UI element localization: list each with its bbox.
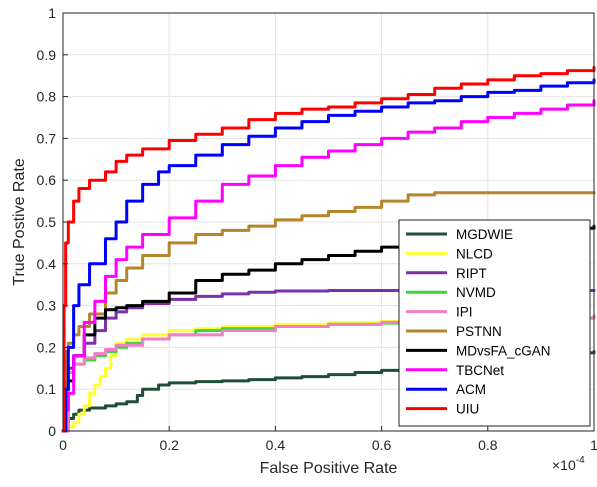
x-exponent-power: -4	[576, 455, 585, 466]
legend-label-nlcd: NLCD	[456, 246, 493, 261]
legend-label-uiu: UIU	[456, 402, 479, 417]
series-line-acm	[61, 78, 596, 433]
series-line-uiu	[61, 65, 596, 433]
legend-label-tbcnet: TBCNet	[456, 363, 504, 378]
x-tick-label: 0.6	[372, 437, 392, 453]
y-tick-label: 0.7	[37, 130, 57, 146]
y-tick-label: 0.6	[37, 172, 57, 188]
x-tick-label: 0.4	[266, 437, 286, 453]
legend: MGDWIE NLCD RIPT NVMD IPI PSTNN MDvsFA_cGAN TBC…	[398, 219, 591, 427]
series-layer	[61, 65, 596, 433]
legend-label-ipi: IPI	[456, 305, 473, 320]
series-line-tbcnet	[61, 99, 596, 433]
y-tick-label: 0.1	[37, 381, 57, 397]
y-tick-label: 1	[48, 5, 56, 21]
y-tick-label: 0.9	[37, 47, 57, 63]
y-tick-label: 0.8	[37, 89, 57, 105]
x-axis-ticks: 0 0.2 0.4 0.6 0.8 1	[59, 426, 597, 453]
x-axis-exponent: ×10-4	[552, 455, 585, 473]
x-tick-label: 1	[590, 437, 597, 453]
y-tick-label: 0.4	[37, 256, 57, 272]
legend-label-nvmd: NVMD	[456, 285, 496, 300]
x-tick-label: 0.8	[478, 437, 498, 453]
legend-label-acm: ACM	[456, 382, 486, 397]
legend-label-mgdwie: MGDWIE	[456, 227, 513, 242]
y-tick-label: 0.5	[37, 214, 57, 230]
x-tick-label: 0.2	[159, 437, 179, 453]
y-axis-label: True Postive Rate	[11, 158, 28, 286]
y-axis-ticks: 0 0.1 0.2 0.3 0.4 0.5 0.6 0.7 0.8 0.9 1	[37, 5, 68, 439]
x-exponent-base: ×10	[552, 457, 576, 473]
legend-label-pstnn: PSTNN	[456, 324, 502, 339]
x-tick-label: 0	[59, 437, 67, 453]
y-tick-label: 0.2	[37, 339, 57, 355]
y-tick-label: 0	[48, 423, 56, 439]
legend-label-mdvsfa-cgan: MDvsFA_cGAN	[456, 343, 551, 358]
legend-label-ript: RIPT	[456, 266, 487, 281]
x-axis-label: False Positive Rate	[260, 460, 398, 477]
y-tick-label: 0.3	[37, 298, 57, 314]
series-line-pstnn	[61, 191, 596, 433]
legend-box	[398, 219, 591, 427]
